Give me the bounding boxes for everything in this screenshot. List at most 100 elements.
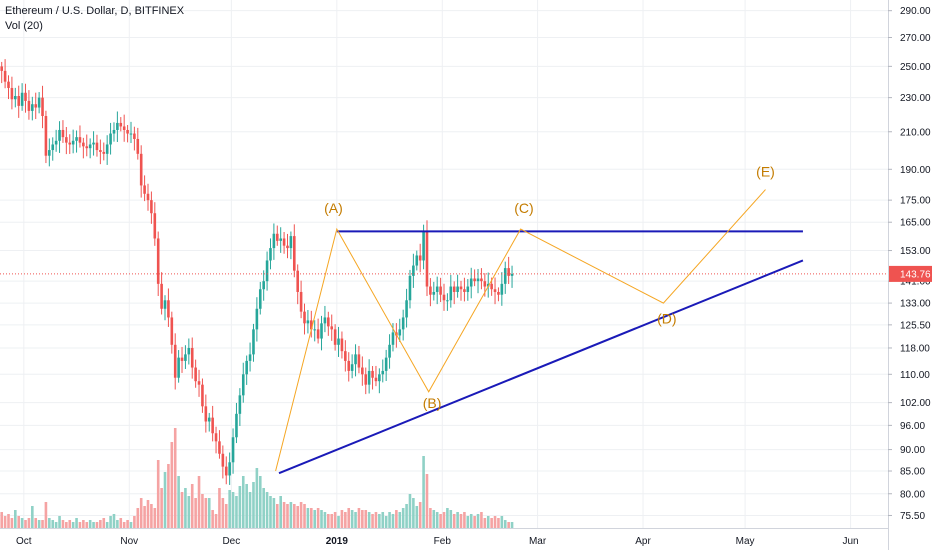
candle-body[interactable] bbox=[136, 138, 140, 154]
candle-body[interactable] bbox=[65, 137, 68, 143]
candle-body[interactable] bbox=[0, 66, 4, 71]
candle-body[interactable] bbox=[54, 140, 58, 145]
candle-body[interactable] bbox=[452, 286, 456, 292]
trendlines[interactable] bbox=[278, 230, 804, 475]
wave-annotations[interactable]: (A) (B) (C) (D) (E) bbox=[275, 163, 775, 472]
candle-body[interactable] bbox=[31, 104, 34, 111]
candle-body[interactable] bbox=[218, 441, 221, 454]
candle-body[interactable] bbox=[119, 122, 123, 127]
candle-body[interactable] bbox=[187, 347, 191, 355]
candle-body[interactable] bbox=[204, 406, 208, 422]
candle-body[interactable] bbox=[255, 308, 259, 330]
candle-body[interactable] bbox=[425, 231, 429, 287]
candle-body[interactable] bbox=[415, 255, 419, 266]
candle-body[interactable] bbox=[391, 332, 395, 345]
candle-body[interactable] bbox=[150, 200, 153, 214]
candle-body[interactable] bbox=[143, 185, 146, 194]
candle-body[interactable] bbox=[37, 97, 41, 108]
candle-body[interactable] bbox=[361, 367, 364, 375]
candle-body[interactable] bbox=[224, 466, 228, 476]
candle-body[interactable] bbox=[24, 92, 27, 101]
candle-body[interactable] bbox=[51, 144, 55, 151]
candle-body[interactable] bbox=[146, 193, 150, 201]
candle-body[interactable] bbox=[177, 357, 180, 378]
candle-body[interactable] bbox=[44, 116, 48, 156]
candle-body[interactable] bbox=[469, 278, 473, 287]
candle-body[interactable] bbox=[82, 142, 85, 147]
candle-body[interactable] bbox=[163, 300, 167, 309]
candle-body[interactable] bbox=[85, 146, 89, 149]
candle-body[interactable] bbox=[463, 289, 466, 292]
candle-body[interactable] bbox=[126, 129, 129, 134]
candle-body[interactable] bbox=[279, 238, 282, 241]
candle-body[interactable] bbox=[466, 286, 470, 292]
candle-body[interactable] bbox=[337, 338, 340, 345]
candle-body[interactable] bbox=[231, 437, 235, 463]
candle-body[interactable] bbox=[398, 329, 402, 336]
candle-body[interactable] bbox=[429, 286, 432, 295]
candle-body[interactable] bbox=[139, 153, 143, 186]
candle-body[interactable] bbox=[75, 137, 78, 141]
candle-body[interactable] bbox=[201, 384, 204, 407]
candle-body[interactable] bbox=[510, 273, 514, 276]
candle-body[interactable] bbox=[228, 462, 231, 476]
candle-body[interactable] bbox=[7, 81, 10, 88]
candle-body[interactable] bbox=[350, 364, 354, 371]
candle-body[interactable] bbox=[184, 354, 187, 361]
candle-body[interactable] bbox=[306, 320, 310, 324]
candle-body[interactable] bbox=[432, 291, 436, 295]
candle-body[interactable] bbox=[507, 268, 510, 276]
candle-body[interactable] bbox=[241, 374, 245, 396]
candle-body[interactable] bbox=[401, 317, 405, 330]
ascending-support-trendline[interactable] bbox=[278, 259, 804, 475]
candle-body[interactable] bbox=[34, 104, 38, 108]
candle-body[interactable] bbox=[133, 133, 136, 139]
candle-body[interactable] bbox=[214, 433, 218, 442]
candle-body[interactable] bbox=[88, 144, 92, 149]
candle-body[interactable] bbox=[333, 329, 337, 345]
candle-body[interactable] bbox=[68, 142, 72, 145]
candle-body[interactable] bbox=[167, 300, 170, 318]
candle-body[interactable] bbox=[105, 144, 109, 154]
candle-body[interactable] bbox=[48, 150, 51, 156]
candle-body[interactable] bbox=[439, 286, 442, 295]
candle-body[interactable] bbox=[490, 283, 493, 290]
candle-body[interactable] bbox=[116, 122, 119, 130]
candle-body[interactable] bbox=[483, 281, 487, 287]
candle-body[interactable] bbox=[476, 278, 480, 282]
candle-body[interactable] bbox=[313, 329, 317, 331]
candle-body[interactable] bbox=[269, 248, 272, 261]
candle-body[interactable] bbox=[129, 133, 133, 135]
candle-body[interactable] bbox=[3, 70, 7, 82]
candle-body[interactable] bbox=[58, 129, 61, 141]
candle-body[interactable] bbox=[408, 275, 412, 301]
candle-body[interactable] bbox=[493, 289, 497, 292]
candle-body[interactable] bbox=[102, 151, 106, 154]
candle-body[interactable] bbox=[344, 351, 347, 361]
candle-body[interactable] bbox=[153, 213, 157, 239]
candle-body[interactable] bbox=[497, 291, 500, 295]
volume-indicator-label[interactable]: Vol (20) bbox=[5, 20, 43, 32]
candle-body[interactable] bbox=[381, 370, 385, 375]
candle-body[interactable] bbox=[41, 97, 44, 117]
candle-body[interactable] bbox=[170, 317, 174, 345]
candle-body[interactable] bbox=[446, 300, 449, 302]
candle-body[interactable] bbox=[109, 133, 112, 145]
candle-body[interactable] bbox=[99, 150, 102, 152]
candle-body[interactable] bbox=[265, 260, 269, 282]
candle-body[interactable] bbox=[500, 283, 504, 295]
candle-body[interactable] bbox=[299, 291, 303, 312]
candle-body[interactable] bbox=[442, 294, 446, 301]
candle-body[interactable] bbox=[282, 238, 286, 246]
candle-body[interactable] bbox=[367, 370, 371, 385]
candle-body[interactable] bbox=[197, 381, 201, 385]
candle-body[interactable] bbox=[272, 233, 276, 249]
candle-body[interactable] bbox=[459, 286, 463, 290]
candle-body[interactable] bbox=[252, 329, 255, 355]
candle-body[interactable] bbox=[323, 317, 327, 324]
candle-body[interactable] bbox=[320, 323, 323, 339]
candle-body[interactable] bbox=[330, 326, 334, 330]
candle-body[interactable] bbox=[357, 354, 361, 368]
candle-body[interactable] bbox=[473, 278, 476, 282]
candle-body[interactable] bbox=[27, 100, 31, 111]
